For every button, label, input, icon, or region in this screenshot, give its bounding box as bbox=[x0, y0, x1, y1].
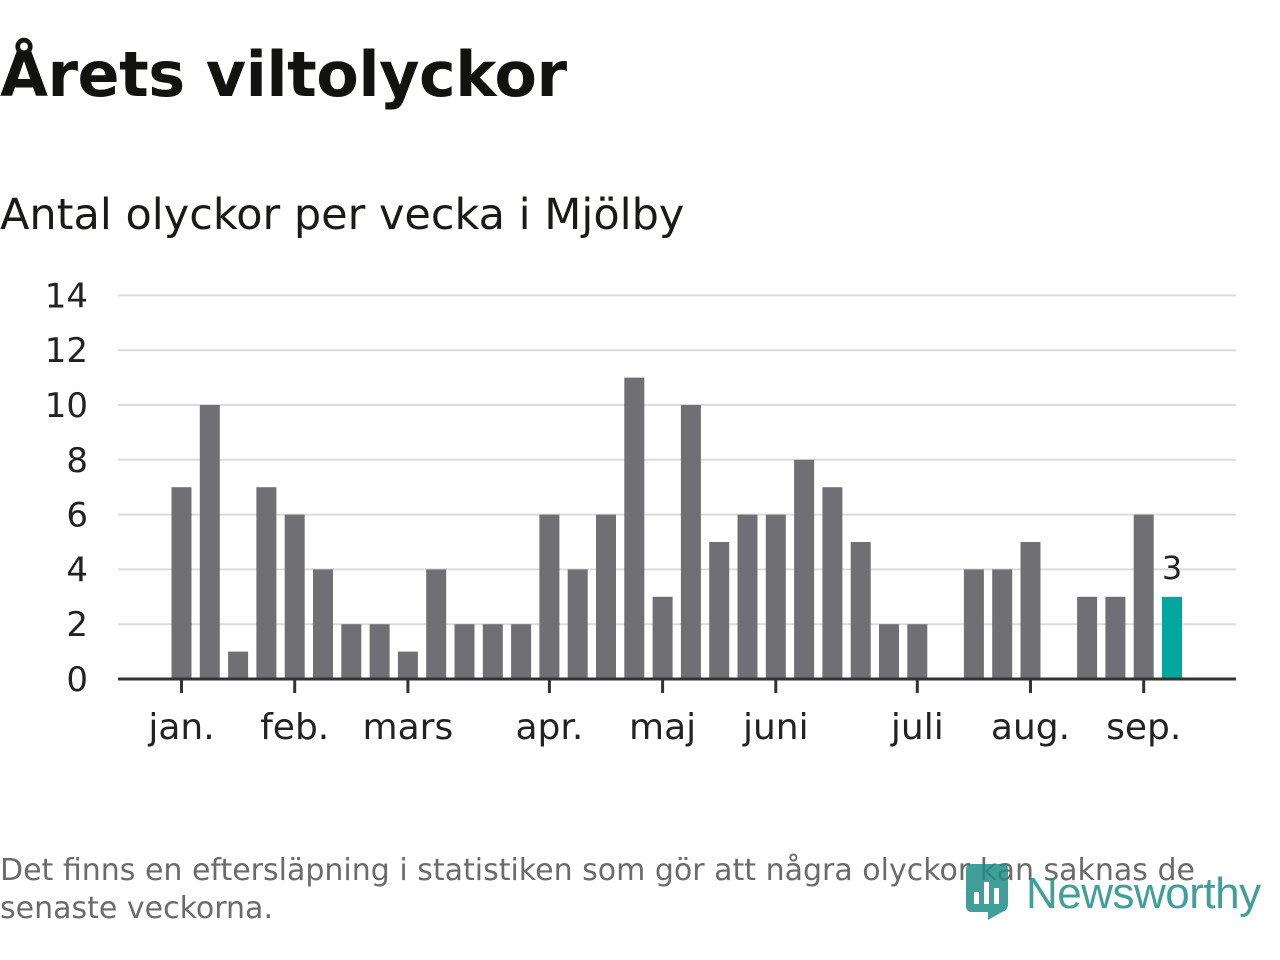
bar bbox=[284, 514, 305, 679]
bar bbox=[1133, 514, 1154, 679]
bar bbox=[171, 487, 192, 679]
bar bbox=[567, 569, 588, 679]
bar bbox=[397, 651, 418, 679]
bar bbox=[1020, 542, 1041, 679]
bar bbox=[539, 514, 560, 679]
bar-data-label: 3 bbox=[1162, 549, 1182, 587]
y-tick-label: 4 bbox=[66, 550, 88, 590]
bar bbox=[256, 487, 277, 679]
bar bbox=[907, 624, 928, 679]
y-tick-label: 6 bbox=[66, 496, 88, 536]
bar bbox=[794, 459, 815, 679]
bar-highlight bbox=[1162, 596, 1182, 679]
axis-layer: 0 2 4 6 8 10 12 14 3 jan. feb. mars apr. maj juni juli a… bbox=[45, 276, 1236, 748]
newsworthy-logo: Newsworthy bbox=[962, 858, 1261, 930]
x-tick-label: juni bbox=[742, 707, 809, 748]
bar bbox=[652, 596, 673, 679]
bar bbox=[369, 624, 390, 679]
bar bbox=[680, 405, 701, 679]
x-tick-label: feb. bbox=[260, 707, 329, 748]
bar bbox=[822, 487, 843, 679]
bar bbox=[511, 624, 532, 679]
y-tick-label: 8 bbox=[66, 441, 88, 481]
bar bbox=[313, 569, 333, 679]
bar bbox=[341, 624, 362, 679]
x-tick-label: mars bbox=[363, 707, 454, 748]
bar bbox=[963, 569, 984, 679]
y-tick-label: 12 bbox=[45, 331, 88, 371]
bar-layer bbox=[171, 377, 1182, 679]
bar bbox=[850, 542, 871, 679]
bar bbox=[879, 624, 899, 679]
bar bbox=[1077, 596, 1098, 679]
bar-chart: 0 2 4 6 8 10 12 14 3 jan. feb. mars apr. maj juni juli a… bbox=[45, 276, 1236, 748]
y-tick-label: 2 bbox=[66, 605, 88, 645]
bar bbox=[1105, 596, 1126, 679]
bar bbox=[624, 377, 645, 679]
chart-subtitle: Antal olyckor per vecka i Mjölby bbox=[0, 190, 685, 240]
y-tick-label: 0 bbox=[66, 660, 88, 700]
bar bbox=[765, 514, 786, 679]
bar bbox=[596, 514, 616, 679]
bar bbox=[709, 542, 730, 679]
x-tick-label: juli bbox=[890, 707, 944, 748]
bar bbox=[454, 624, 475, 679]
bar bbox=[482, 624, 503, 679]
x-tick-label: aug. bbox=[991, 707, 1070, 748]
bar bbox=[737, 514, 758, 679]
bar bbox=[992, 569, 1013, 679]
newsworthy-logo-text: Newsworthy bbox=[1026, 869, 1261, 918]
bar bbox=[228, 651, 249, 679]
x-tick-label: apr. bbox=[515, 707, 583, 748]
y-tick-label: 14 bbox=[45, 276, 88, 316]
bar bbox=[426, 569, 447, 679]
newsworthy-logo-icon bbox=[966, 864, 1008, 920]
bar bbox=[199, 405, 220, 679]
x-tick-label: jan. bbox=[147, 707, 214, 748]
x-tick-label: sep. bbox=[1106, 707, 1181, 748]
chart-title: Årets viltolyckor bbox=[0, 38, 567, 111]
x-tick-label: maj bbox=[629, 707, 696, 748]
y-tick-label: 10 bbox=[45, 386, 88, 426]
